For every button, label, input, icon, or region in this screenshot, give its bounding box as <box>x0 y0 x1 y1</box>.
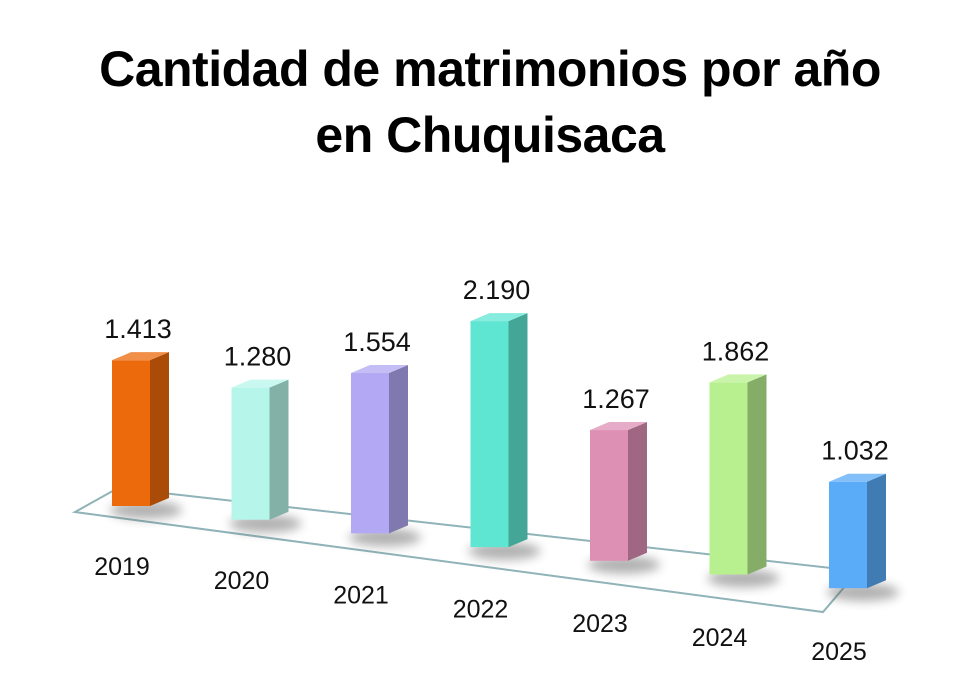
bar-top-2024 <box>709 374 767 383</box>
bar-front-2022 <box>470 321 509 548</box>
bar-front-2024 <box>709 382 748 575</box>
bar-side-2019 <box>150 352 169 506</box>
bar-side-2023 <box>628 422 647 561</box>
bar-front-2021 <box>351 373 389 534</box>
labels-layer: 1.413 2019 1.280 2020 1.554 2021 2.190 2022 1.26… <box>94 275 889 666</box>
bar-front-2019 <box>112 360 150 506</box>
category-label-2022: 2022 <box>453 596 509 624</box>
category-label-2024: 2024 <box>692 624 748 652</box>
bar-top-2020 <box>231 379 289 388</box>
value-label-2022: 2.190 <box>463 275 531 305</box>
value-label-2021: 1.554 <box>343 327 411 357</box>
bar-2025 <box>827 473 899 602</box>
value-label-2025: 1.032 <box>821 436 889 466</box>
bar-2023 <box>588 422 660 574</box>
bar-top-2021 <box>351 365 408 374</box>
category-label-2025: 2025 <box>811 638 867 666</box>
bar-top-2023 <box>590 422 647 431</box>
bar-top-2025 <box>829 473 886 482</box>
bar-2024 <box>707 374 780 588</box>
bar-side-2021 <box>389 365 408 534</box>
bar-side-2024 <box>747 374 767 575</box>
category-label-2021: 2021 <box>333 581 389 609</box>
value-label-2023: 1.267 <box>582 384 650 414</box>
bar-front-2025 <box>829 481 867 589</box>
bar-2019 <box>110 352 182 519</box>
value-label-2024: 1.862 <box>702 336 770 366</box>
bar-side-2022 <box>508 313 528 548</box>
bar-top-2022 <box>470 313 528 322</box>
chart-title: Cantidad de matrimonios por año en Chuqu… <box>0 36 980 168</box>
bar-2021 <box>349 365 421 547</box>
value-label-2020: 1.280 <box>224 342 292 372</box>
category-label-2023: 2023 <box>572 610 628 638</box>
category-label-2020: 2020 <box>214 567 270 595</box>
bar-side-2020 <box>269 379 289 520</box>
chart-title-line-1: Cantidad de matrimonios por año <box>99 41 881 97</box>
value-label-2019: 1.413 <box>104 314 172 344</box>
chart-title-line-2: en Chuquisaca <box>315 107 665 163</box>
bar-2020 <box>229 379 302 533</box>
category-label-2019: 2019 <box>94 553 150 581</box>
bar-2022 <box>468 313 541 561</box>
bar-side-2025 <box>867 473 886 589</box>
bar-front-2020 <box>231 387 270 520</box>
bar-front-2023 <box>590 430 628 561</box>
bars-layer <box>110 313 899 602</box>
bar-top-2019 <box>112 352 169 361</box>
